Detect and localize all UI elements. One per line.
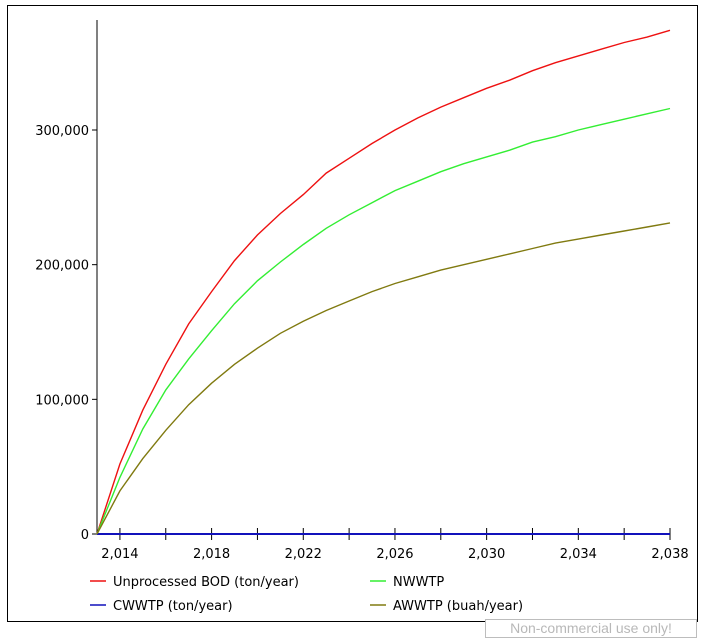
y-tick-label: 300,000 <box>35 124 89 139</box>
series-line-3 <box>96 222 671 535</box>
series-lines <box>96 29 671 535</box>
chart-frame <box>7 5 698 622</box>
x-tick-label: 2,018 <box>193 547 230 562</box>
x-tick-label: 2,026 <box>376 547 413 562</box>
y-tick-label: 200,000 <box>35 259 89 274</box>
legend-label-1: NWWTP <box>393 575 444 590</box>
x-tick-label: 2,022 <box>285 547 322 562</box>
series-line-1 <box>96 107 671 535</box>
axes: 0 100,000 200,000 300,000 2,014 2,018 2,022 2,0… <box>35 20 689 562</box>
x-tick-label: 2,034 <box>560 547 597 562</box>
legend-label-2: CWWTP (ton/year) <box>113 599 233 614</box>
y-tick-label: 100,000 <box>35 393 89 408</box>
legend-label-3: AWWTP (buah/year) <box>393 599 523 614</box>
x-tick-label: 2,038 <box>651 547 688 562</box>
y-tick-label: 0 <box>81 528 89 543</box>
legend: Unprocessed BOD (ton/year) NWWTP CWWTP (… <box>90 575 523 614</box>
x-tick-label: 2,014 <box>101 547 138 562</box>
watermark-label: Non-commercial use only! <box>485 619 697 638</box>
x-tick-label: 2,030 <box>468 547 505 562</box>
legend-label-0: Unprocessed BOD (ton/year) <box>113 575 299 590</box>
series-line-0 <box>96 29 671 535</box>
